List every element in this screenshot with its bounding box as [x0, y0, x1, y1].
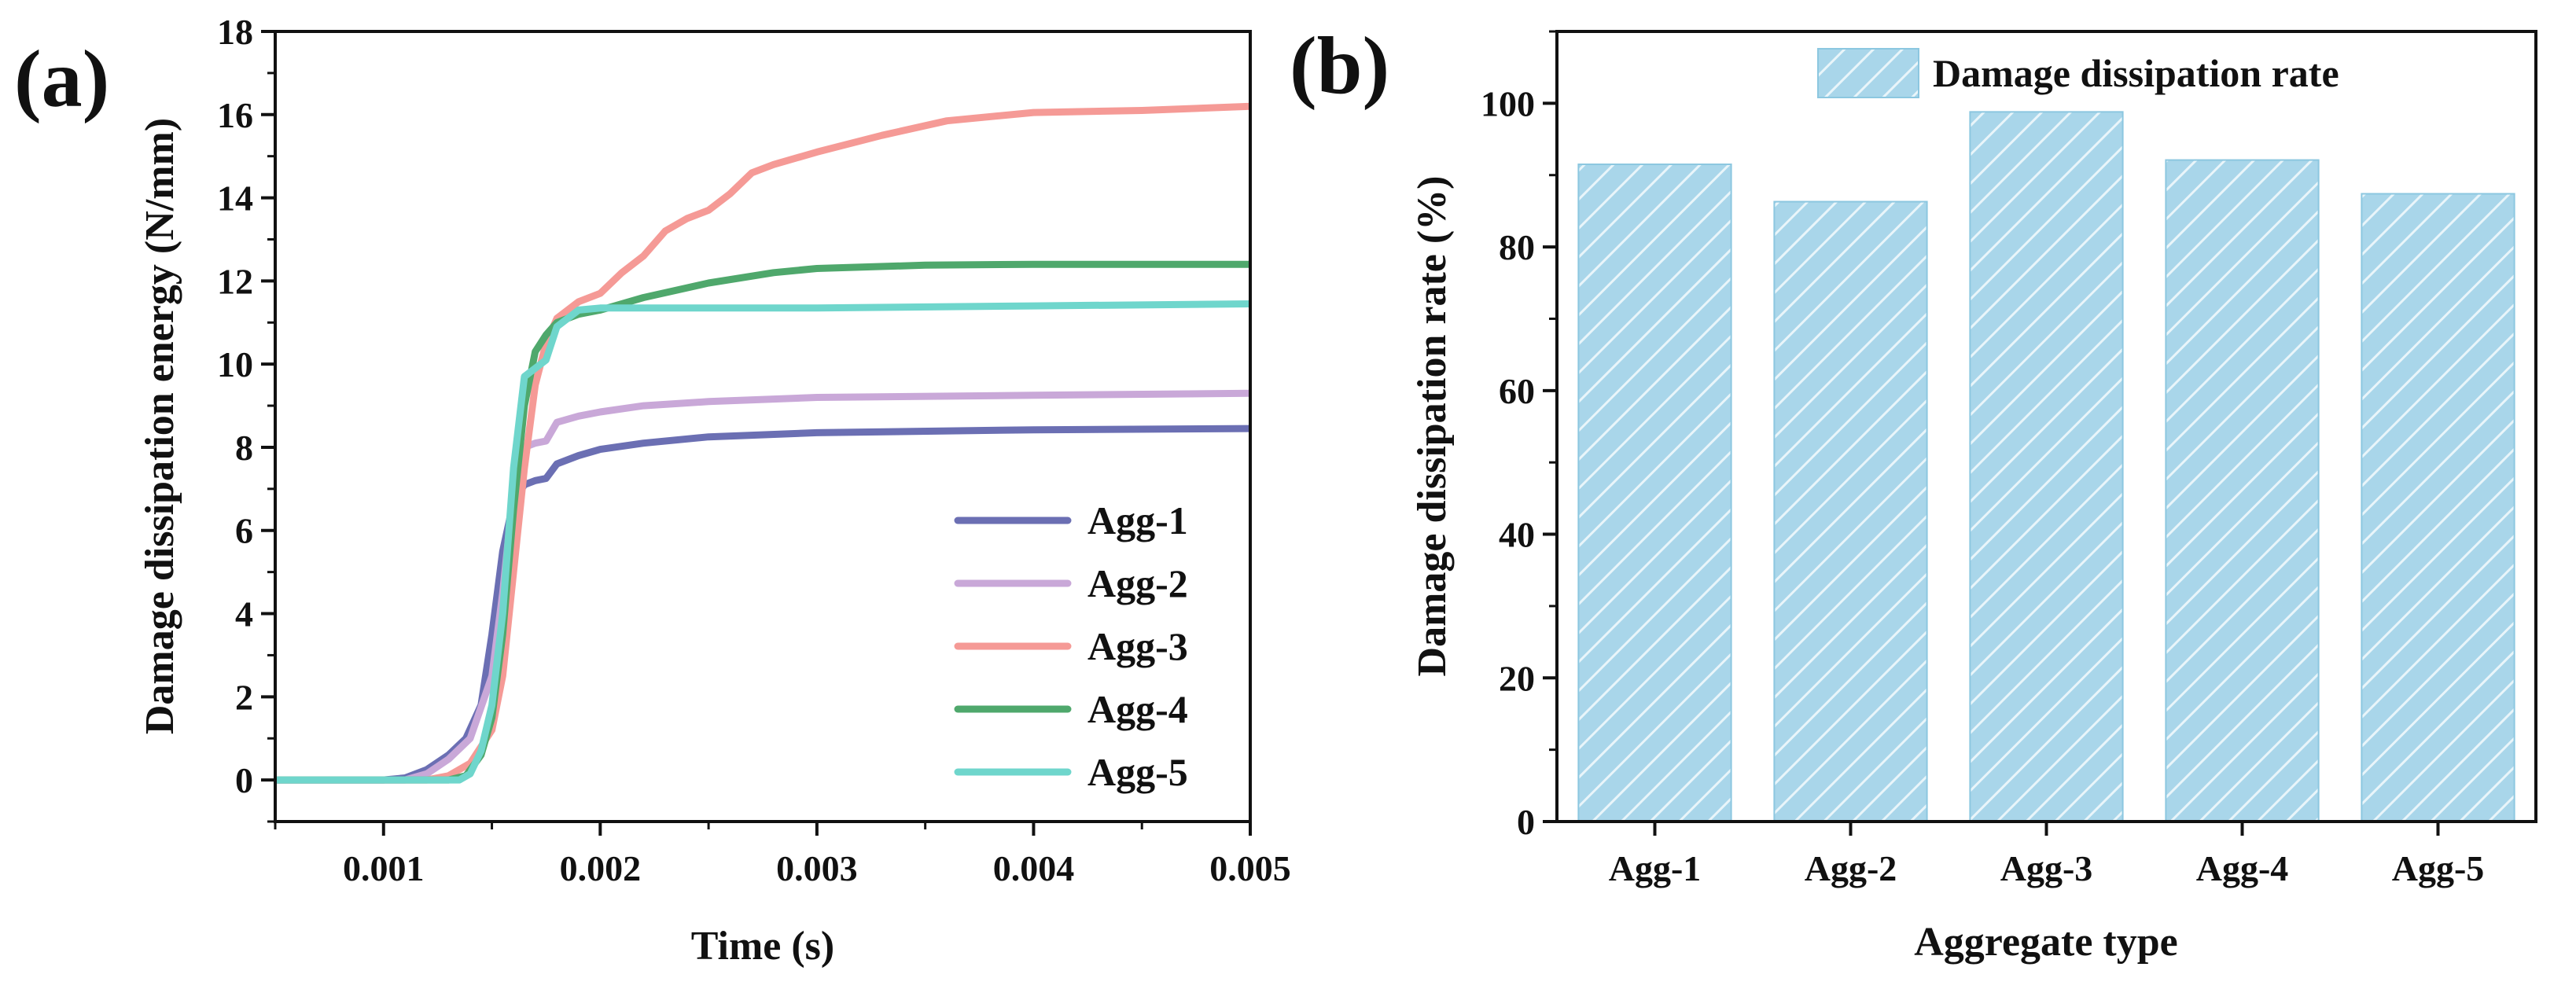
x-tick-label: 0.002	[560, 848, 642, 888]
bar-agg-3	[1969, 111, 2124, 822]
x-tick-label: 0.001	[343, 848, 425, 888]
panel-b: (b) Agg-1 Agg-2 Agg-3 Agg-4 Agg-5 0 20 40 60 80 1…	[1290, 20, 2537, 965]
x-tick-label: 0.003	[776, 848, 858, 888]
panel-a-y-axis-title: Damage dissipation energy (N/mm)	[138, 118, 182, 734]
legend-label-agg-2: Agg-2	[1087, 561, 1188, 605]
y-tick-label: 100	[1481, 83, 1535, 123]
panel-a-legend: Agg-1 Agg-2 Agg-3 Agg-4 Agg-5	[954, 498, 1188, 794]
panel-b-x-axis-title: Aggregate type	[1914, 920, 2178, 965]
y-tick-label: 6	[235, 511, 253, 551]
bar-agg-4	[2165, 159, 2320, 823]
x-tick-label: Agg-1	[1609, 848, 1702, 888]
x-tick-label: Agg-5	[2392, 848, 2485, 888]
y-tick-label: 2	[235, 677, 253, 717]
y-tick-label: 10	[217, 344, 253, 384]
y-tick-label: 40	[1499, 515, 1535, 555]
legend-label-agg-1: Agg-1	[1087, 498, 1188, 542]
bar-agg-2	[1773, 200, 1928, 823]
panel-b-x-ticks: Agg-1 Agg-2 Agg-3 Agg-4 Agg-5	[1609, 822, 2485, 888]
y-tick-label: 60	[1499, 371, 1535, 411]
x-tick-label: Agg-4	[2196, 848, 2289, 888]
legend-label-agg-3: Agg-3	[1087, 624, 1188, 668]
y-tick-label: 20	[1499, 658, 1535, 698]
y-tick-label: 12	[217, 261, 253, 301]
y-tick-label: 14	[217, 178, 253, 219]
panel-b-legend: Damage dissipation rate	[1817, 48, 2339, 98]
y-tick-label: 0	[1517, 802, 1535, 842]
panel-a-frame	[274, 30, 1252, 823]
line-agg-5	[275, 300, 1250, 784]
line-agg-3	[275, 102, 1250, 784]
x-tick-label: Agg-3	[2000, 848, 2093, 888]
panel-b-y-axis-title: Damage dissipation rate (%)	[1410, 176, 1455, 677]
panel-b-label: (b)	[1290, 20, 1389, 111]
y-tick-label: 8	[235, 428, 253, 468]
panel-a-x-ticks: 0.001 0.002 0.003 0.004 0.005	[274, 822, 1291, 888]
panel-b-bars	[1577, 111, 2515, 823]
y-tick-label: 18	[217, 12, 253, 52]
x-tick-label: Agg-2	[1805, 848, 1897, 888]
panel-a-y-ticks: 0 2 4 6 8 10 12 14 16 18	[217, 12, 275, 823]
panel-a-lines	[275, 102, 1250, 784]
y-tick-label: 16	[217, 95, 253, 135]
bar-agg-5	[2361, 193, 2515, 822]
panel-a-x-axis-title: Time (s)	[691, 924, 834, 969]
line-agg-2	[275, 389, 1250, 784]
x-tick-label: 0.005	[1209, 848, 1291, 888]
y-tick-label: 4	[235, 594, 253, 634]
bar-agg-1	[1577, 164, 1732, 823]
y-tick-label: 80	[1499, 227, 1535, 267]
panel-b-legend-swatch	[1817, 48, 1919, 98]
legend-label-agg-4: Agg-4	[1087, 687, 1188, 731]
x-tick-label: 0.004	[993, 848, 1075, 888]
legend-label-agg-5: Agg-5	[1087, 750, 1188, 794]
panel-b-y-ticks: 0 20 40 60 80 100	[1481, 30, 1557, 842]
panel-a: (a) 0.001 0.002 0.003 0.004 0.005 0 2 4 6 8 10 12 1…	[14, 12, 1291, 969]
panel-b-legend-label: Damage dissipation rate	[1933, 51, 2339, 95]
y-tick-label: 0	[235, 760, 253, 800]
panel-a-label: (a)	[14, 34, 109, 124]
